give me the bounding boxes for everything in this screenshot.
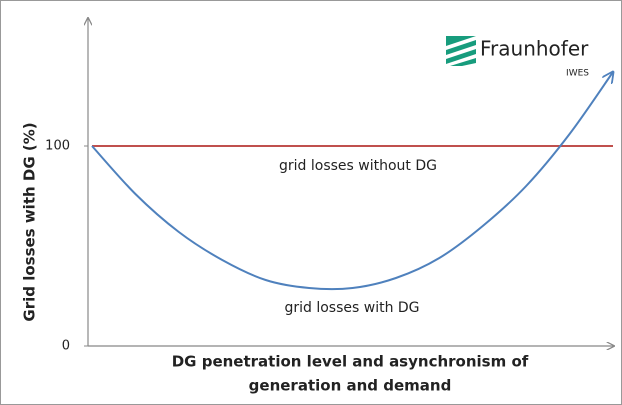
y-axis-label: Grid losses with DG (%) [21, 122, 39, 321]
line-annotation: grid losses without DG [279, 158, 437, 174]
logo-icon [446, 36, 476, 66]
logo-subtext: IWES [566, 69, 589, 79]
line-annotation: grid losses with DG [284, 300, 419, 316]
y-tick-label: 0 [62, 339, 70, 354]
x-axis-label: DG penetration level and asynchronism of [172, 353, 529, 371]
y-tick-label: 100 [45, 139, 70, 154]
x-axis-label: generation and demand [249, 377, 452, 395]
logo-text: Fraunhofer [480, 37, 589, 61]
series-line [91, 72, 613, 291]
